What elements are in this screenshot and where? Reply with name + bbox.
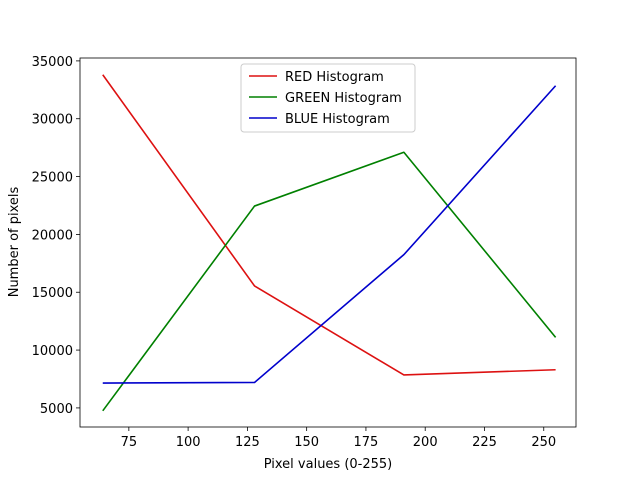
plot-area [102,74,557,412]
y-tick-label: 35000 [32,55,73,70]
y-tick-label: 10000 [32,344,73,359]
axes-frame [79,57,577,428]
x-tick-label: 200 [413,435,438,450]
series-line-0 [102,74,556,376]
y-tick-label: 30000 [32,113,73,128]
x-tick-label: 125 [235,435,260,450]
x-tick-label: 75 [121,435,138,450]
legend: RED Histogram GREEN Histogram BLUE Histogr… [240,63,416,133]
y-axis-label: Number of pixels [7,186,22,297]
x-tick-label: 175 [354,435,379,450]
y-tick-label: 5000 [40,402,73,417]
x-tick-label: 225 [472,435,497,450]
legend-label-1: GREEN Histogram [285,91,402,106]
x-axis-label: Pixel values (0-255) [264,457,393,472]
x-tick-label: 250 [531,435,556,450]
y-tick-label: 20000 [32,228,73,243]
y-tick-label: 15000 [32,286,73,301]
legend-label-2: BLUE Histogram [285,112,390,127]
x-tick-label: 100 [176,435,201,450]
y-tick-label: 25000 [32,171,73,186]
legend-label-0: RED Histogram [285,70,384,85]
legend-box [240,63,416,133]
series-line-2 [102,85,557,384]
x-tick-label: 150 [294,435,319,450]
axes: 75 100 125 150 175 200 225 250 5000 10000 15000 200… [32,55,577,450]
series-line-1 [102,151,557,412]
